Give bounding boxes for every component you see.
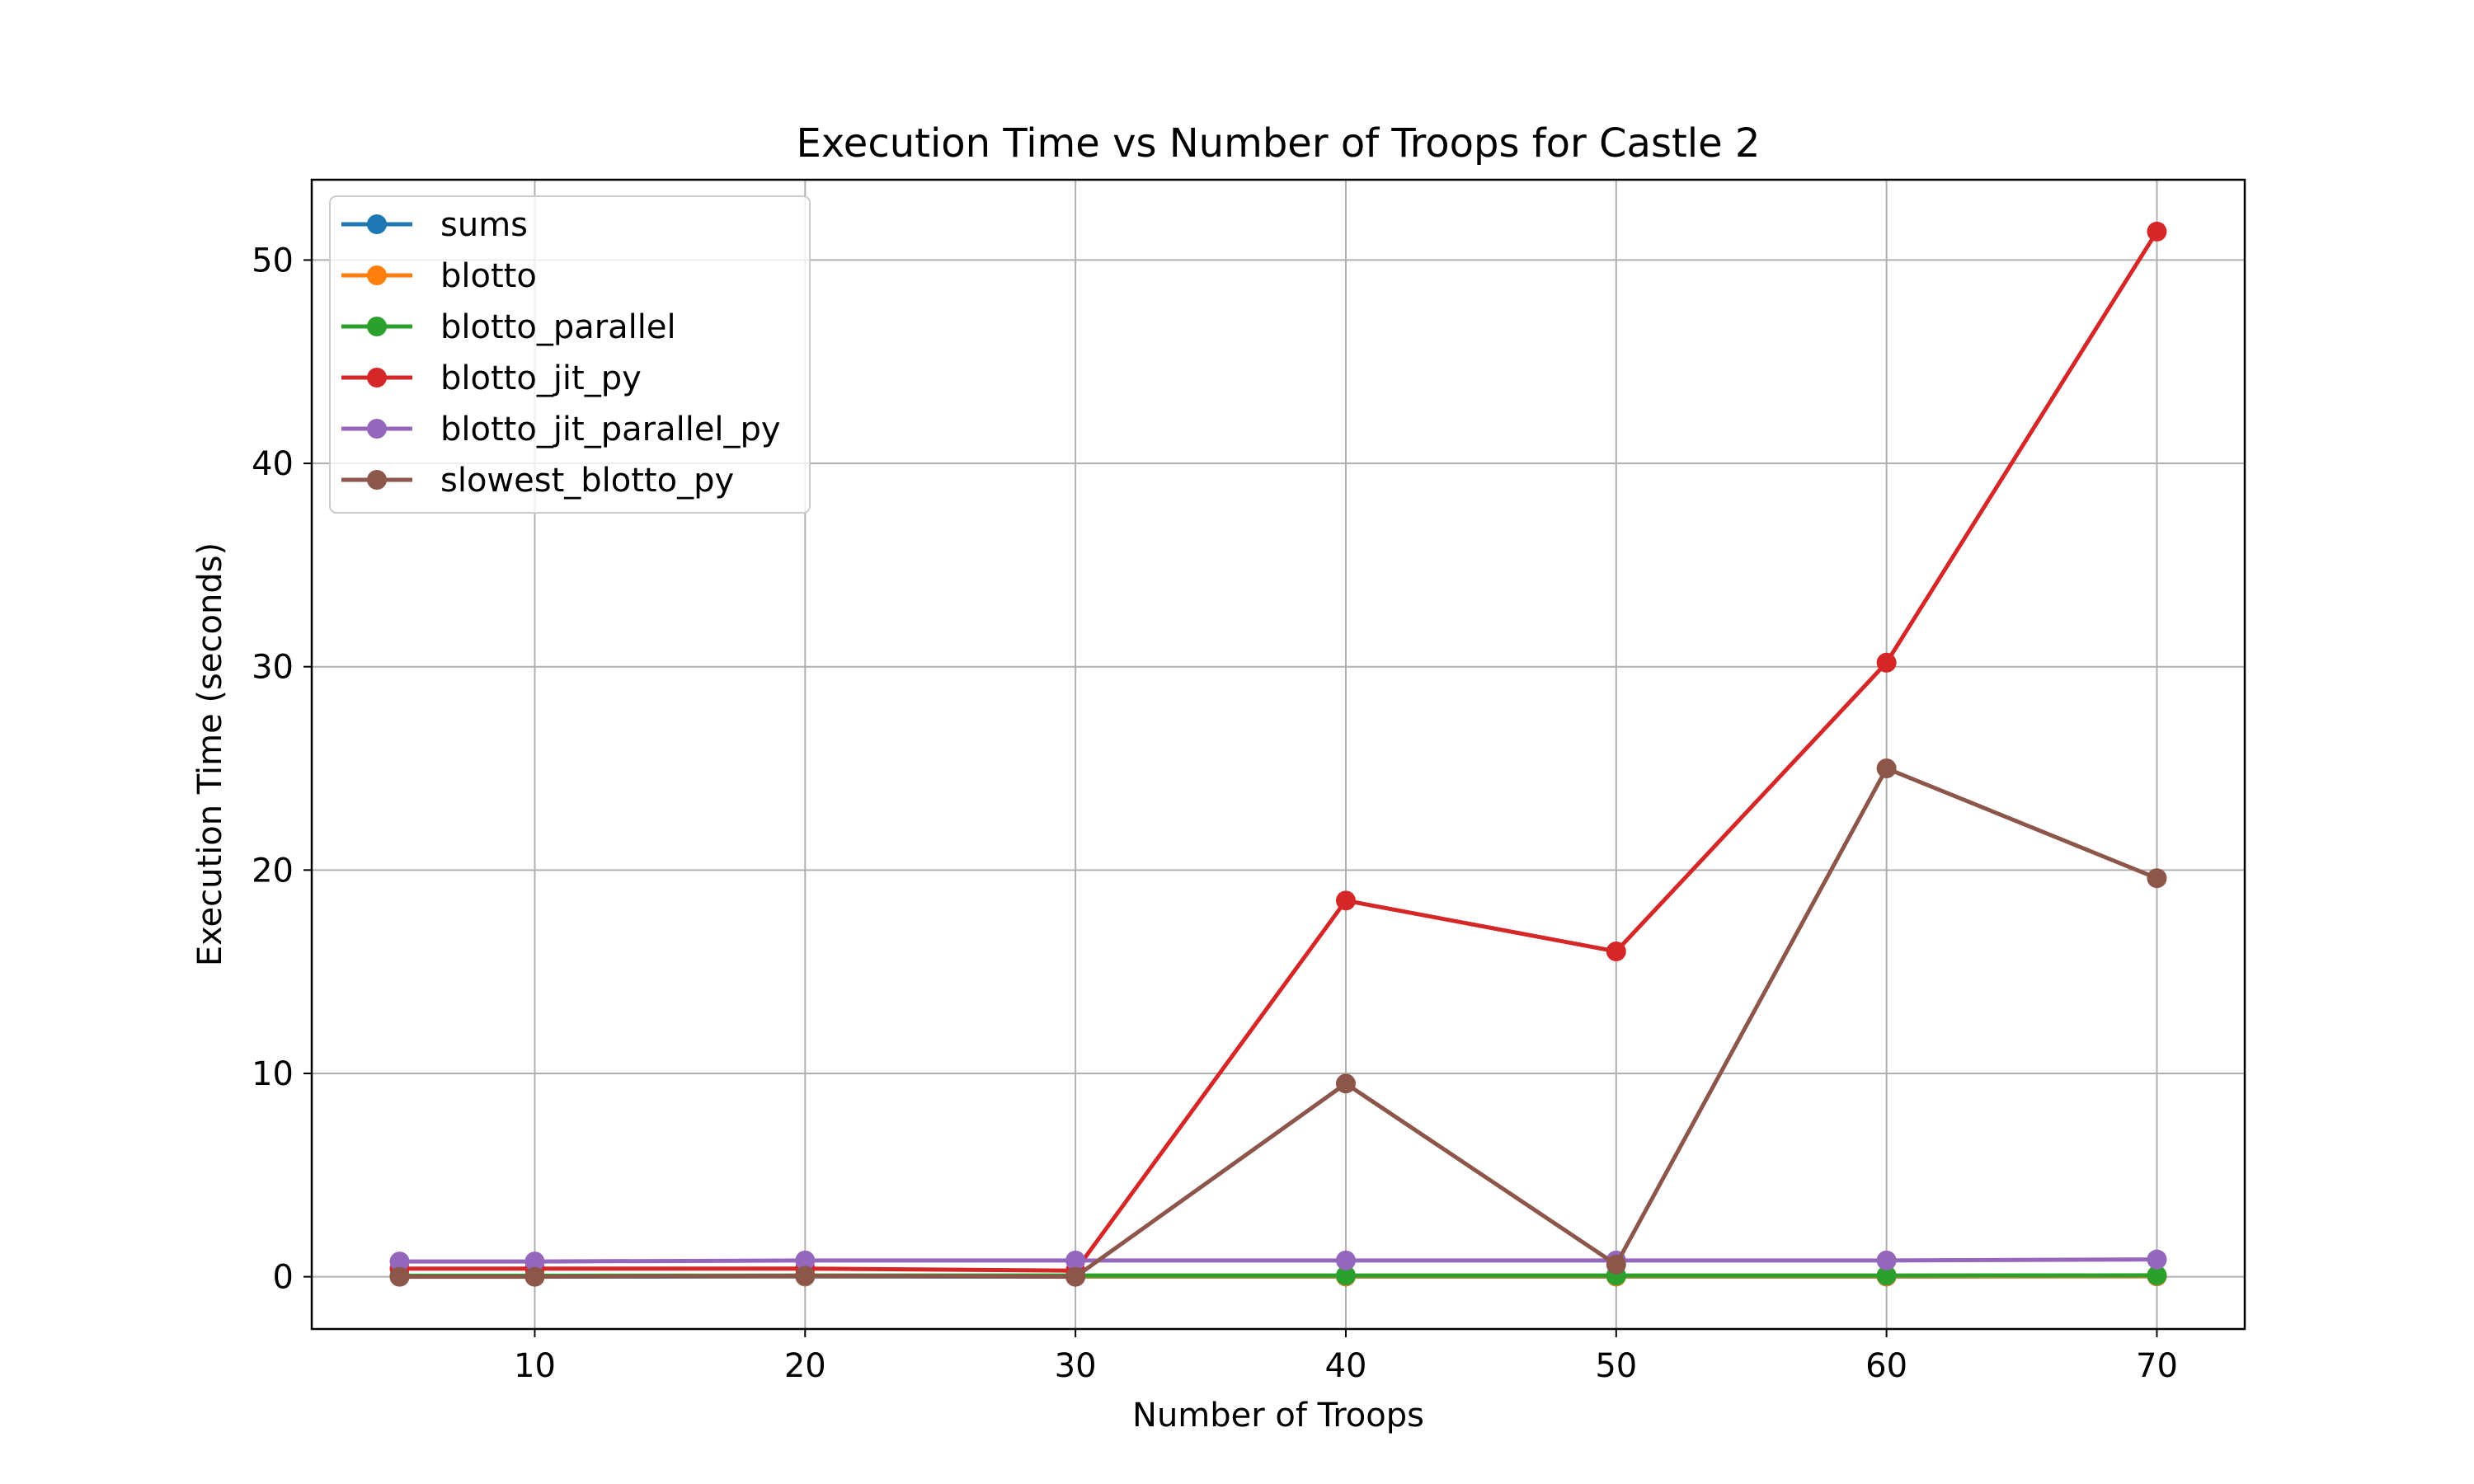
series-line [399,1257,2157,1264]
legend-item: blotto_jit_parallel_py [341,411,781,448]
data-point [524,1252,545,1272]
data-point [1065,1250,1086,1270]
legend-item: sums [341,206,528,244]
y-tick-label: 30 [252,649,294,687]
data-point [1065,1266,1086,1287]
series-line [399,766,2158,1280]
data-point [2147,221,2167,242]
data-point [2147,1265,2167,1285]
data-point [795,1266,816,1286]
data-point [1606,1254,1626,1275]
chart-title: Execution Time vs Number of Troops for C… [797,120,1761,167]
x-tick-label: 40 [1325,1347,1367,1385]
data-point [1876,1250,1897,1270]
y-tick-label: 20 [252,852,294,890]
legend-swatch-marker [367,419,387,439]
series-group [389,221,2167,1287]
data-point [1876,1266,1897,1286]
series-line [399,230,2159,1273]
legend-label: blotto_parallel [440,308,676,346]
x-tick-label: 20 [784,1347,826,1385]
x-tick-label: 10 [514,1347,556,1385]
data-point [1335,1073,1356,1094]
legend-label: sums [440,206,528,244]
legend-frame [329,195,811,514]
series-slowest-blotto-py [389,758,2167,1287]
x-axis-label: Number of Troops [1132,1397,1424,1435]
data-point [1606,941,1626,961]
legend-swatch-marker [367,214,387,234]
legend-label: blotto [440,257,537,295]
legend-item: blotto [341,257,537,295]
x-tick-label: 30 [1055,1347,1097,1385]
legend-label: blotto_jit_parallel_py [440,411,781,448]
series-blotto-jit-parallel-py [389,1249,2167,1272]
data-point [795,1250,816,1270]
x-tick-label: 70 [2136,1347,2178,1385]
legend-item: slowest_blotto_py [341,462,734,500]
legend-label: slowest_blotto_py [440,462,734,500]
legend-swatch-marker [367,265,387,285]
data-point [2147,1249,2167,1270]
data-point [1876,652,1897,673]
legend-swatch-marker [367,368,387,387]
y-tick-label: 10 [252,1055,294,1093]
legend-swatch-marker [367,317,387,336]
plot-area-frame [310,178,2246,1331]
legend-item: blotto_parallel [341,308,676,346]
y-tick-label: 40 [252,445,294,483]
x-tick-label: 60 [1865,1347,1907,1385]
x-tick-label: 50 [1595,1347,1637,1385]
legend-swatch-marker [367,470,387,490]
data-point [1335,890,1356,911]
data-point [2147,868,2167,889]
y-axis-label: Execution Time (seconds) [191,542,229,966]
data-point [389,1266,410,1287]
legend: sums blotto blotto_parallel blotto_jit_pybl… [329,195,811,514]
data-point [524,1266,545,1287]
data-point [1335,1266,1356,1286]
legend-label: blotto_jit_py [440,359,642,397]
data-point [1876,758,1897,779]
y-tick-label: 0 [273,1259,294,1297]
x-axis-ticks: 10 20 30 40 50 60 70 [514,1329,2178,1385]
legend-item: blotto_jit_py [341,359,642,397]
y-tick-label: 50 [252,242,294,279]
y-axis-ticks: 0 10 20 30 40 50 [252,242,312,1297]
data-point [1335,1250,1356,1270]
data-point [389,1252,410,1272]
